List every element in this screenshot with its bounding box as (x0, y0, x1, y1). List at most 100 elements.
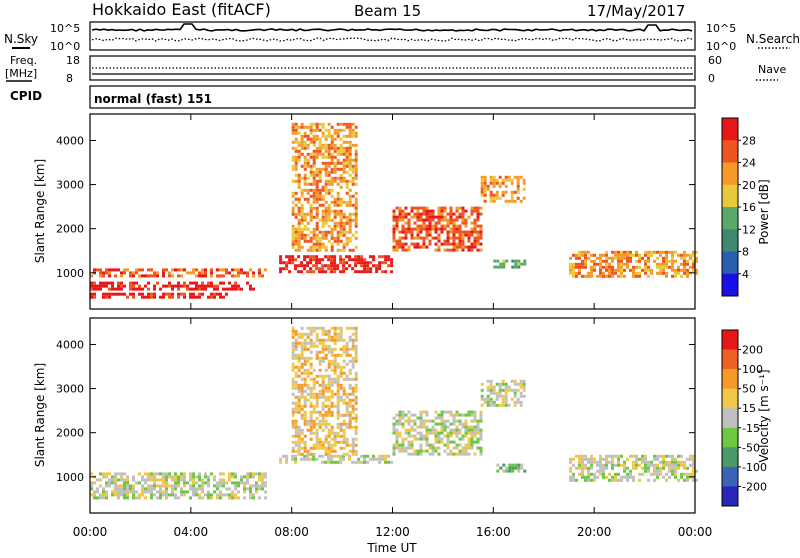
velocity-echo-cell-2 (312, 341, 316, 345)
velocity-echo-cell-2 (330, 380, 334, 384)
velocity-echo-cell-2 (339, 428, 343, 432)
velocity-echo-cell-2 (321, 332, 325, 336)
velocity-echo-cell-0 (234, 493, 237, 497)
station-title: Hokkaido East (fitACF) (92, 0, 271, 19)
velocity-echo-cell-2 (327, 434, 331, 438)
velocity-echo-cell-6 (614, 472, 617, 476)
velocity-echo-cell-0 (264, 484, 267, 488)
velocity-echo-cell-0 (168, 493, 171, 497)
velocity-echo-cell-6 (653, 454, 656, 458)
power-echo-cell-7 (514, 262, 518, 266)
power-echo-cell-1 (249, 287, 252, 291)
power-echo-cell-6 (504, 178, 508, 182)
velocity-echo-cell-3 (476, 446, 480, 450)
power-echo-cell-6 (504, 184, 508, 188)
velocity-echo-cell-6 (647, 466, 650, 470)
velocity-echo-cell-0 (198, 472, 201, 476)
power-echo-cell-4 (321, 134, 325, 138)
power-echo-cell-4 (324, 209, 328, 213)
power-echo-cell-2 (132, 292, 135, 296)
velocity-echo-cell-2 (318, 446, 322, 450)
power-echo-cell-8 (614, 268, 617, 272)
velocity-echo-cell-0 (234, 496, 237, 500)
velocity-echo-cell-6 (665, 460, 668, 464)
velocity-echo-cell-2 (297, 374, 301, 378)
power-echo-cell-4 (294, 215, 298, 219)
power-echo-cell-5 (443, 206, 447, 210)
velocity-echo-cell-2 (327, 398, 331, 402)
power-echo-cell-5 (470, 212, 474, 216)
power-echo-cell-4 (303, 218, 307, 222)
velocity-echo-cell-2 (354, 383, 358, 387)
velocity-echo-cell-0 (93, 493, 96, 497)
velocity-echo-cell-4 (480, 394, 484, 398)
velocity-echo-cell-3 (401, 413, 405, 417)
power-echo-cell-4 (345, 164, 349, 168)
power-echo-cell-5 (416, 245, 420, 249)
power-echo-cell-1 (252, 287, 255, 291)
velocity-echo-cell-2 (297, 335, 301, 339)
velocity-echo-cell-2 (300, 344, 304, 348)
power-echo-cell-5 (446, 242, 450, 246)
velocity-echo-cell-3 (407, 422, 411, 426)
power-echo-cell-8 (638, 271, 641, 275)
power-echo-cell-4 (297, 173, 301, 177)
power-echo-cell-4 (294, 191, 298, 195)
velocity-echo-cell-2 (333, 380, 337, 384)
velocity-echo-cell-0 (162, 478, 165, 482)
power-echo-cell-2 (117, 292, 120, 296)
velocity-echo-cell-3 (452, 428, 456, 432)
power-echo-cell-5 (458, 242, 462, 246)
velocity-echo-cell-2 (306, 359, 310, 363)
velocity-echo-cell-0 (111, 493, 114, 497)
velocity-echo-cell-1 (309, 457, 313, 461)
velocity-echo-cell-1 (339, 454, 343, 458)
power-echo-cell-5 (479, 224, 483, 228)
velocity-echo-cell-3 (431, 446, 435, 450)
power-echo-cell-6 (498, 196, 502, 200)
velocity-echo-cell-2 (339, 440, 343, 444)
power-echo-cell-4 (339, 218, 343, 222)
velocity-echo-cell-6 (608, 460, 611, 464)
velocity-echo-cell-2 (318, 383, 322, 387)
velocity-echo-cell-2 (348, 383, 352, 387)
power-echo-cell-7 (511, 259, 515, 263)
velocity-echo-cell-0 (117, 487, 120, 491)
velocity-echo-cell-2 (351, 362, 355, 366)
power-echo-cell-4 (318, 248, 322, 252)
velocity-echo-cell-6 (623, 475, 626, 479)
power-echo-cell-8 (605, 268, 608, 272)
power-echo-cell-5 (443, 224, 447, 228)
velocity-echo-cell-6 (572, 472, 575, 476)
velocity_scale-label: -50 (742, 441, 760, 454)
power-echo-cell-4 (327, 152, 331, 156)
velocity-echo-cell-2 (330, 347, 334, 351)
velocity-echo-cell-1 (387, 454, 391, 458)
power-echo-cell-5 (464, 224, 468, 228)
power_scale-label: 16 (742, 201, 756, 214)
power-echo-cell-4 (300, 230, 304, 234)
velocity-echo-cell-0 (249, 490, 252, 494)
velocity-echo-cell-0 (234, 475, 237, 479)
power-echo-cell-4 (351, 131, 355, 135)
velocity-echo-cell-6 (572, 457, 575, 461)
velocity-echo-cell-2 (294, 371, 298, 375)
power-echo-cell-0 (138, 274, 141, 278)
velocity-echo-cell-2 (354, 449, 358, 453)
velocity-echo-cell-2 (336, 425, 340, 429)
power-echo-cell-4 (330, 167, 334, 171)
power-echo-cell-5 (449, 206, 453, 210)
power-echo-cell-8 (629, 256, 632, 260)
power-echo-cell-4 (342, 224, 346, 228)
power-echo-cell-8 (617, 259, 620, 263)
velocity-echo-cell-4 (516, 397, 520, 401)
velocity-echo-cell-0 (246, 481, 249, 485)
velocity-echo-cell-6 (608, 454, 611, 458)
power-echo-cell-5 (449, 209, 453, 213)
power-echo-cell-5 (440, 209, 444, 213)
velocity-echo-cell-3 (419, 413, 423, 417)
power-echo-cell-8 (611, 256, 614, 260)
power-echo-cell-6 (483, 181, 487, 185)
velocity-echo-cell-0 (165, 472, 168, 476)
velocity-echo-cell-2 (348, 398, 352, 402)
